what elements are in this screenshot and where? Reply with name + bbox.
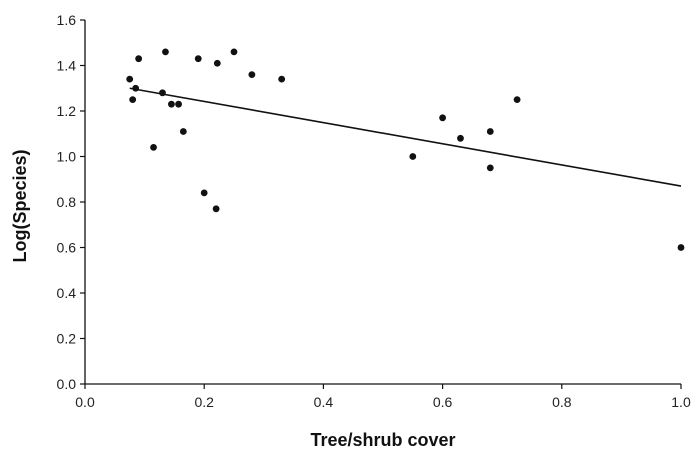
data-point	[278, 75, 286, 83]
x-tick-label: 1.0	[671, 394, 691, 410]
data-point	[486, 128, 494, 135]
data-point	[175, 100, 182, 108]
axes-layer	[84, 20, 681, 385]
data-point	[248, 71, 256, 78]
data-point	[194, 55, 202, 63]
data-point	[486, 164, 494, 172]
data-point	[200, 189, 208, 197]
x-axis-title: Tree/shrub cover	[310, 430, 455, 450]
data-point	[513, 96, 521, 104]
data-point	[409, 153, 417, 160]
data-point	[135, 55, 143, 63]
data-point	[126, 75, 134, 83]
data-point	[129, 96, 137, 104]
y-tick-label: 0.2	[57, 331, 77, 347]
data-point	[159, 89, 166, 97]
y-tick-label: 0.6	[57, 240, 77, 256]
y-tick-label: 1.0	[57, 149, 77, 165]
x-tick-label: 0.4	[314, 394, 334, 410]
y-axis-title: Log(Species)	[10, 149, 30, 262]
trend-line	[129, 87, 682, 187]
y-tick-label: 1.4	[57, 58, 77, 74]
data-point	[457, 134, 464, 142]
x-tick-label: 0.0	[75, 394, 95, 410]
data-point	[179, 128, 187, 135]
y-tick-label: 0.4	[57, 285, 77, 301]
marks-layer	[126, 48, 685, 251]
y-tick-label: 0.8	[57, 194, 77, 210]
data-point	[212, 205, 220, 213]
y-tick-label: 0.0	[57, 376, 77, 392]
data-point	[168, 100, 175, 108]
data-point	[150, 144, 157, 151]
ticks-layer: 0.0 0.2 0.4 0.6 0.8 1.0 1.2 1.4 1.6 0.0 0.2 0.4 0.6 0…	[57, 12, 691, 410]
data-point	[677, 244, 685, 251]
data-point	[213, 59, 221, 67]
data-point	[439, 114, 446, 122]
data-point	[230, 48, 238, 56]
x-tick-label: 0.6	[433, 394, 453, 410]
x-tick-label: 0.2	[194, 394, 214, 410]
data-point	[162, 48, 169, 56]
y-tick-label: 1.2	[57, 103, 77, 119]
y-tick-label: 1.6	[57, 12, 77, 28]
data-point	[132, 84, 140, 92]
x-tick-label: 0.8	[552, 394, 572, 410]
